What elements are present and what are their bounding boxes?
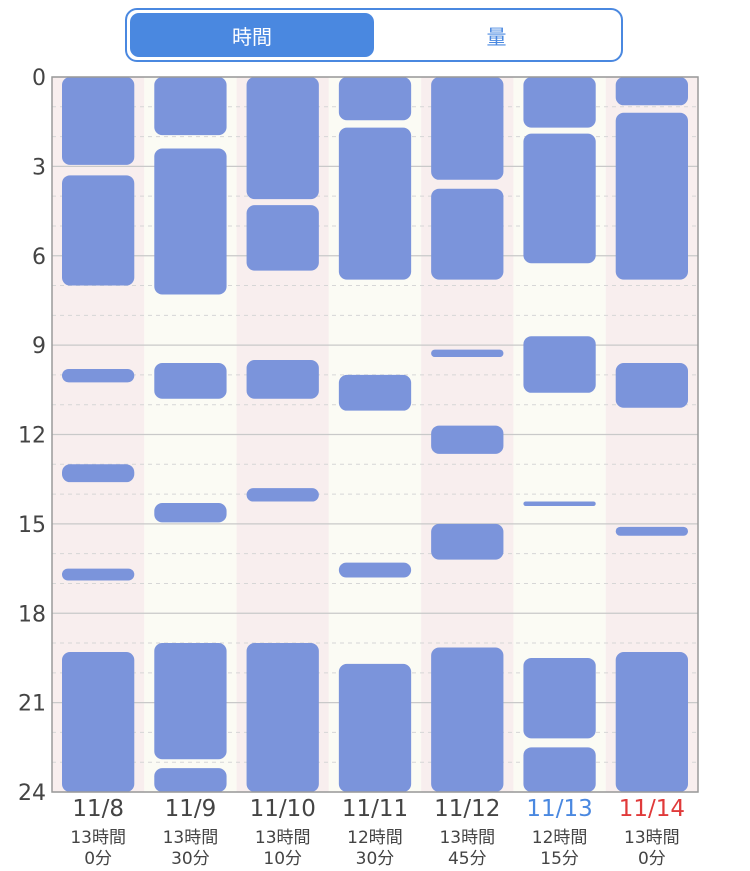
sleep-bar [338,127,412,280]
sleep-bar [62,568,135,581]
y-tick-label: 21 [18,692,46,717]
sleep-bar [154,363,227,399]
sleep-bar [62,368,135,383]
sleep-bar [615,77,688,106]
y-tick-label: 9 [32,334,46,359]
sleep-bar [246,360,319,399]
sleep-bar [523,77,596,128]
sleep-bar [246,488,319,502]
y-tick-label: 24 [18,781,46,806]
sleep-bar [246,205,319,271]
total-label: 13時間 [163,828,219,848]
total-label: 13時間 [255,828,311,848]
sleep-bar [523,336,596,393]
total-label: 0分 [638,849,666,869]
total-label: 45分 [448,849,487,869]
date-label: 11/8 [72,796,124,822]
y-tick-label: 12 [18,424,46,449]
sleep-bar [431,647,504,792]
date-label: 11/10 [250,796,316,822]
sleep-bar [615,651,688,792]
plot-frame [51,76,699,793]
sleep-bar [523,133,596,264]
y-tick-label: 15 [18,513,46,538]
sleep-bar [615,363,688,408]
sleep-bar [62,464,135,483]
sleep-bar [523,501,596,506]
sleep-bar [62,651,135,792]
sleep-bar [338,562,412,578]
date-label: 11/9 [165,796,217,822]
sleep-bar [431,523,504,560]
sleep-bar [62,175,135,286]
sleep-bar [154,503,227,523]
sleep-bar [615,112,688,280]
date-label: 11/13 [526,796,592,822]
sleep-bar [338,77,412,121]
total-label: 30分 [356,849,395,869]
sleep-bar [246,77,319,200]
total-label: 12時間 [532,828,588,848]
date-label: 11/12 [434,796,500,822]
y-tick-label: 6 [32,245,46,270]
sleep-bar [523,657,596,739]
sleep-bar [338,374,412,411]
total-label: 30分 [171,849,210,869]
total-label: 13時間 [624,828,680,848]
tab-time[interactable]: 時間 [130,13,374,57]
sleep-bar [246,643,319,792]
tab-amount[interactable]: 量 [486,24,507,49]
total-label: 12時間 [347,828,403,848]
y-tick-label: 3 [32,155,46,180]
sleep-bar [154,77,227,136]
y-tick-label: 0 [32,66,46,91]
y-tick-label: 18 [18,602,46,627]
total-label: 15分 [540,849,579,869]
sleep-bar [523,747,596,792]
date-label: 11/14 [619,796,685,822]
total-label: 0分 [84,849,112,869]
total-label: 13時間 [439,828,495,848]
sleep-bar [431,77,504,180]
sleep-bar [431,188,504,280]
sleep-bar [615,526,688,536]
sleep-bar [431,425,504,454]
total-label: 10分 [263,849,302,869]
sleep-bar [154,768,227,792]
sleep-bar [338,663,412,792]
view-toggle: 時間 量 [125,8,623,62]
date-label: 11/11 [342,796,408,822]
sleep-bar [154,643,227,760]
total-label: 13時間 [70,828,126,848]
sleep-bar [154,148,227,295]
sleep-bar [62,77,135,165]
sleep-bar [431,349,504,358]
